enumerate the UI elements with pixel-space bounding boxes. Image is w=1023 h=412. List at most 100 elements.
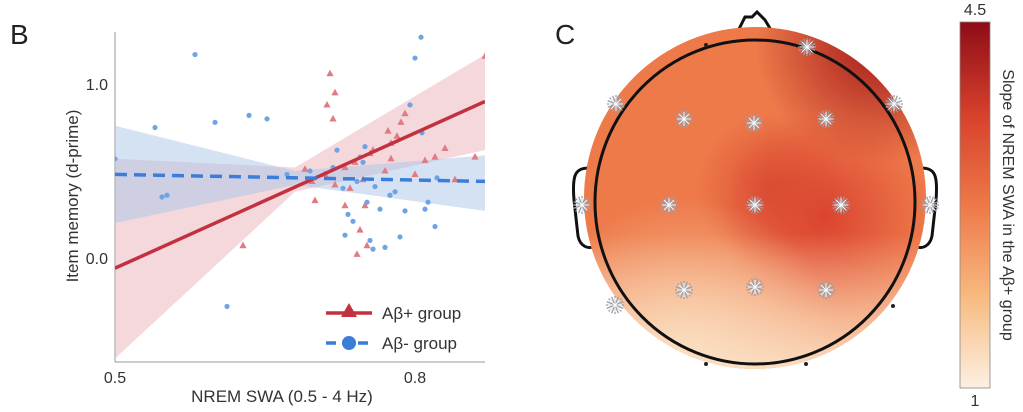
data-point-abeta-neg (284, 171, 290, 178)
colorbar: 4.5 1 Slope of NREM SWA in the Aβ+ group (959, 2, 1016, 410)
data-point-abeta-neg (159, 194, 165, 200)
scalp-topography (571, 9, 940, 369)
data-point-abeta-neg (370, 246, 376, 252)
data-point-abeta-neg (372, 183, 378, 190)
data-point-abeta-pos (341, 163, 349, 171)
data-point-abeta-neg (334, 147, 340, 153)
fit-line-abeta-neg (115, 172, 485, 184)
data-point-abeta-pos (301, 165, 309, 172)
legend: Aβ+ group Aβ- group (326, 303, 461, 353)
data-point-abeta-neg (224, 303, 230, 310)
x-tick-label: 0.5 (104, 370, 126, 387)
data-point-abeta-neg (392, 189, 398, 195)
electrode-marker (797, 37, 817, 57)
data-point-abeta-pos (441, 144, 449, 151)
electrode-marker (674, 109, 694, 129)
head-outline (593, 38, 917, 366)
data-point-abeta-pos (431, 153, 439, 160)
data-point-abeta-neg (164, 192, 170, 198)
data-point-abeta-neg (115, 156, 118, 162)
electrode-marker (816, 280, 836, 300)
data-point-abeta-neg (350, 218, 356, 224)
electrode-marker (745, 195, 765, 215)
data-point-abeta-pos (401, 109, 409, 117)
colorbar-gradient (959, 21, 991, 389)
electrode-dot (704, 43, 708, 47)
x-tick-label: 0.8 (404, 370, 426, 387)
data-point-abeta-neg (354, 178, 360, 184)
electrode-marker (572, 195, 592, 215)
data-point-abeta-neg (340, 185, 346, 191)
data-point-abeta-neg (418, 34, 424, 40)
data-point-abeta-neg (425, 199, 431, 205)
data-point-abeta-neg (264, 116, 270, 122)
data-point-abeta-neg (412, 55, 418, 61)
data-point-abeta-pos (331, 180, 339, 188)
legend-item-abeta-neg: Aβ- group (326, 334, 457, 353)
data-point-abeta-neg (382, 244, 388, 250)
right-ear (914, 166, 939, 250)
electrode-marker (745, 277, 765, 297)
legend-item-abeta-pos: Aβ+ group (326, 303, 461, 323)
data-point-abeta-neg (387, 192, 393, 198)
data-point-abeta-neg (192, 51, 198, 58)
data-point-abeta-neg (397, 234, 403, 240)
data-point-abeta-neg (422, 206, 428, 212)
data-point-abeta-neg (212, 119, 218, 125)
data-point-abeta-pos (411, 170, 419, 178)
data-point-abeta-neg (360, 159, 366, 165)
electrode-marker (659, 195, 679, 215)
left-ear (571, 166, 596, 250)
ci-band-abeta-pos (115, 54, 485, 359)
colorbar-max-label: 4.5 (964, 2, 986, 19)
data-point-abeta-pos (311, 196, 319, 204)
data-point-abeta-pos (353, 250, 361, 257)
data-point-abeta-pos (326, 69, 334, 77)
data-point-abeta-pos (329, 114, 337, 122)
data-point-abeta-neg (246, 112, 252, 118)
colorbar-min-label: 1 (971, 393, 980, 410)
data-point-abeta-neg (345, 211, 351, 217)
data-point-abeta-neg (402, 208, 408, 214)
data-point-abeta-neg (367, 237, 373, 244)
y-axis-label: Item memory (d-prime) (63, 110, 82, 283)
data-point-abeta-neg (362, 144, 368, 150)
legend-triangle-icon (341, 303, 357, 317)
data-point-abeta-pos (421, 156, 429, 164)
y-tick-label: 1.0 (86, 77, 108, 94)
panel-b-letter: B (10, 19, 29, 50)
data-point-abeta-pos (331, 88, 339, 96)
data-point-abeta-pos (363, 241, 371, 249)
fit-line-abeta-pos (115, 99, 485, 270)
nonsignificant-electrodes (704, 43, 895, 366)
data-point-abeta-pos (384, 127, 392, 134)
data-point-abeta-neg (364, 199, 370, 205)
electrode-marker (816, 109, 836, 129)
data-point-abeta-pos (356, 226, 364, 233)
data-point-abeta-neg (307, 168, 313, 174)
data-point-abeta-pos (361, 201, 369, 209)
electrode-dot (804, 362, 808, 366)
electrode-dot (704, 362, 708, 366)
electrode-dot (891, 304, 895, 308)
data-point-abeta-pos (387, 154, 395, 162)
scatter-plot-b: 0.5 0.8 1.0 0.0 (86, 32, 485, 387)
data-point-abeta-pos (393, 132, 401, 139)
panel-c-letter: C (555, 19, 575, 50)
electrode-marker (606, 94, 626, 114)
legend-label-abeta-pos: Aβ+ group (382, 304, 461, 323)
data-point-abeta-pos (481, 52, 485, 59)
data-point-abeta-pos (341, 201, 349, 209)
data-point-abeta-pos (381, 166, 389, 174)
data-point-abeta-pos (323, 100, 331, 108)
legend-circle-icon (342, 336, 356, 350)
data-point-abeta-neg (342, 232, 348, 238)
electrode-marker (605, 295, 625, 315)
electrode-marker (884, 94, 904, 114)
electrode-marker (744, 113, 764, 133)
data-point-abeta-pos (239, 241, 247, 249)
legend-label-abeta-neg: Aβ- group (382, 334, 457, 353)
data-point-abeta-pos (451, 175, 459, 183)
electrode-marker (674, 280, 694, 300)
